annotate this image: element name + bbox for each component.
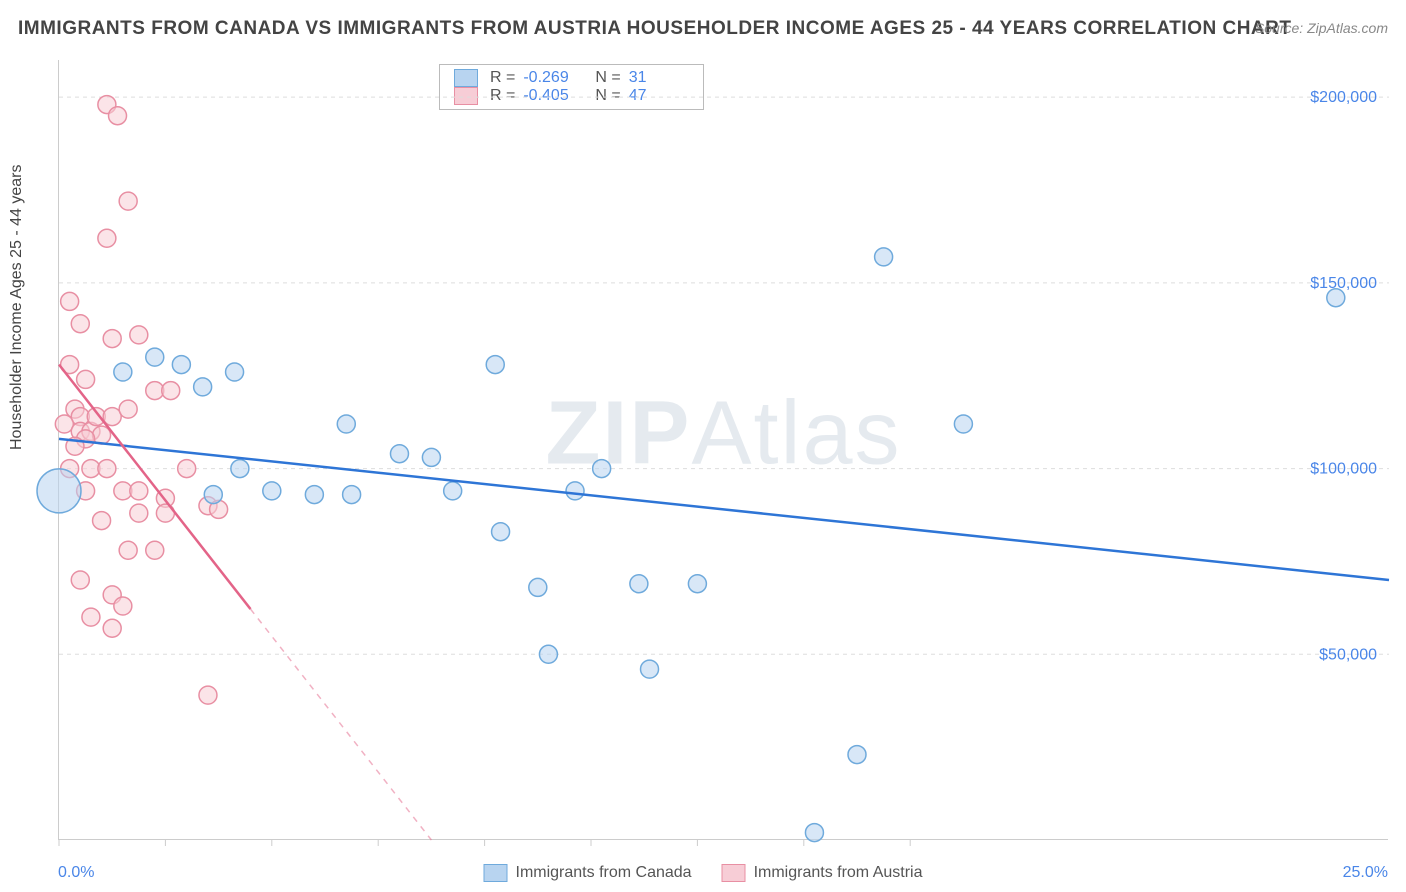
chart-svg: $50,000 $100,000 $150,000 $200,000 bbox=[59, 60, 1388, 839]
svg-text:$50,000: $50,000 bbox=[1319, 646, 1377, 663]
legend-label: Immigrants from Canada bbox=[516, 864, 692, 882]
plot-area: ZIPAtlas R = -0.269 N = 31 R = -0.405 N … bbox=[58, 60, 1388, 840]
svg-text:$100,000: $100,000 bbox=[1310, 461, 1377, 478]
svg-text:$200,000: $200,000 bbox=[1310, 89, 1377, 106]
y-axis-label: Householder Income Ages 25 - 44 years bbox=[8, 165, 26, 451]
chart-title: IMMIGRANTS FROM CANADA VS IMMIGRANTS FRO… bbox=[18, 18, 1291, 40]
legend-swatch bbox=[484, 864, 508, 882]
series-legend: Immigrants from Canada Immigrants from Au… bbox=[484, 864, 923, 882]
svg-text:$150,000: $150,000 bbox=[1310, 275, 1377, 292]
legend-label: Immigrants from Austria bbox=[754, 864, 923, 882]
x-axis-min-label: 0.0% bbox=[58, 864, 94, 882]
x-axis-max-label: 25.0% bbox=[1343, 864, 1388, 882]
legend-item: Immigrants from Canada bbox=[484, 864, 692, 882]
legend-swatch bbox=[722, 864, 746, 882]
chart-source: Source: ZipAtlas.com bbox=[1255, 20, 1388, 36]
legend-item: Immigrants from Austria bbox=[722, 864, 923, 882]
